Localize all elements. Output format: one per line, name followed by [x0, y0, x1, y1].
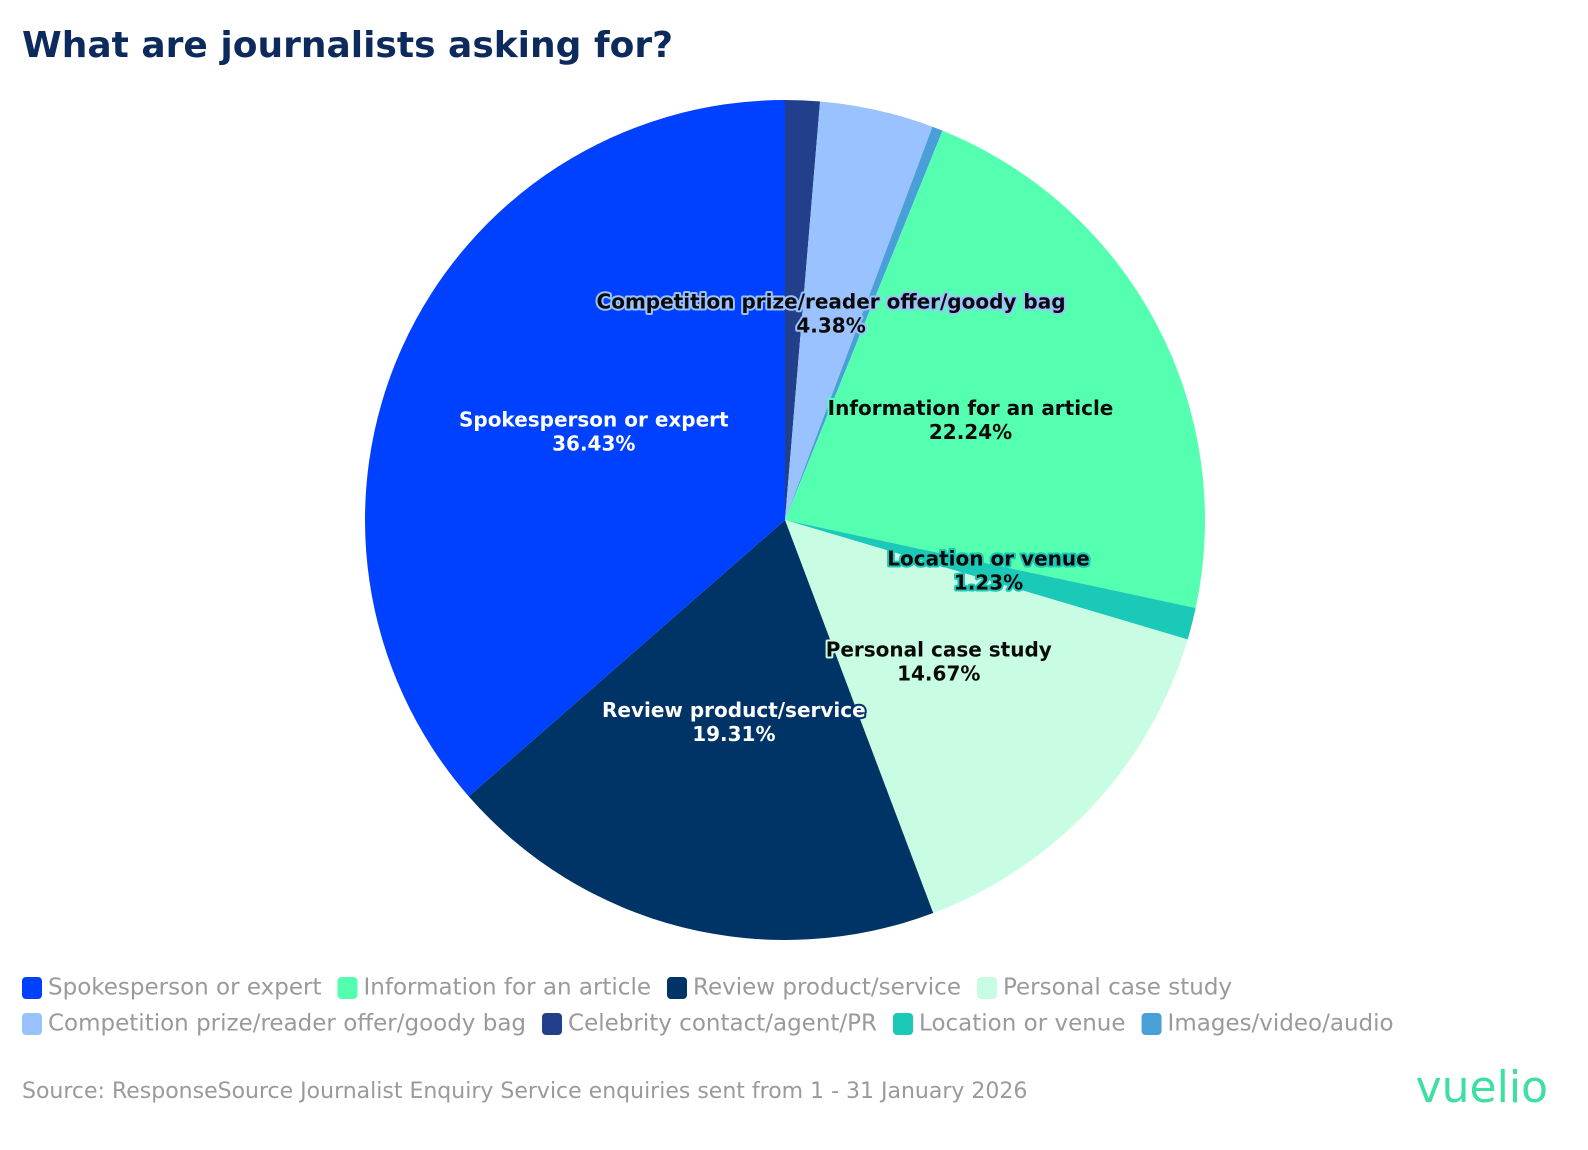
chart-title: What are journalists asking for? — [22, 25, 673, 66]
pie-slice — [785, 101, 933, 521]
legend-swatch — [542, 1013, 563, 1035]
legend-label: Celebrity contact/agent/PR — [568, 1011, 877, 1037]
data-label-value: 19.31% — [692, 722, 775, 746]
legend-swatch — [667, 977, 687, 999]
data-label-name: Location or venue — [887, 546, 1089, 570]
pie-slice — [785, 126, 943, 520]
pie-slice — [785, 100, 821, 520]
legend-swatch — [1141, 1013, 1162, 1035]
data-label-name: Review product/service — [602, 698, 866, 722]
data-label-value: 36.43% — [552, 432, 635, 456]
source-note: Source: ResponseSource Journalist Enquir… — [22, 1079, 1027, 1104]
logo: vuelio — [1416, 1062, 1548, 1113]
data-label-value: 4.38% — [796, 314, 865, 338]
legend-swatch — [22, 977, 42, 999]
data-label-name: Spokesperson or expert — [459, 408, 729, 432]
pie-slice — [785, 520, 1188, 913]
data-label-name: Competition prize/reader offer/goody bag — [597, 290, 1066, 314]
legend-swatch — [22, 1013, 42, 1035]
pie-slice — [785, 520, 1196, 640]
legend-label: Spokesperson or expert — [48, 975, 321, 1001]
legend-swatch — [976, 977, 997, 999]
legend-label: Personal case study — [1003, 975, 1232, 1001]
legend-swatch — [337, 977, 358, 999]
pie-slice — [785, 130, 1205, 609]
legend-swatch — [893, 1013, 914, 1035]
data-label-value: 14.67% — [897, 662, 980, 686]
legend-label: Images/video/audio — [1168, 1011, 1394, 1037]
pie-slice — [365, 100, 785, 797]
legend-label: Location or venue — [919, 1011, 1126, 1037]
legend-label: Information for an article — [363, 975, 651, 1001]
data-label-name: Personal case study — [826, 638, 1052, 662]
data-label-value: 22.24% — [929, 420, 1012, 444]
data-label-value: 1.23% — [954, 570, 1023, 594]
legend-label: Competition prize/reader offer/goody bag — [48, 1011, 526, 1037]
data-label-name: Information for an article — [828, 396, 1114, 420]
legend-label: Review product/service — [693, 975, 961, 1001]
pie-slice — [468, 520, 934, 940]
